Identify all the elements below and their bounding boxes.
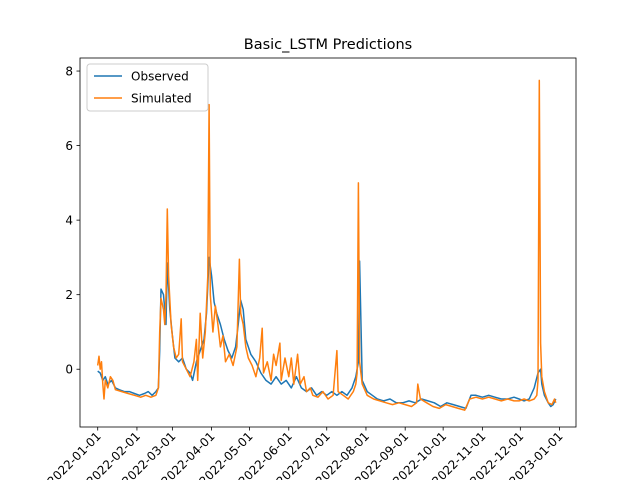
chart-title: Basic_LSTM Predictions [244,37,413,53]
legend: Observed Simulated [86,63,209,112]
y-tick-label: 6 [65,139,73,153]
legend-label-simulated: Simulated [131,91,192,105]
series-layer [96,79,557,411]
y-axis: 0 2 4 6 8 [65,64,80,377]
plot-frame [79,57,577,428]
y-tick-label: 0 [65,363,73,377]
y-tick-label: 8 [65,64,73,78]
legend-label-observed: Observed [131,69,189,83]
series-line-simulated [96,79,557,411]
y-tick-label: 4 [65,213,73,227]
y-tick-label: 2 [65,288,73,302]
series-line-observed [97,256,557,410]
